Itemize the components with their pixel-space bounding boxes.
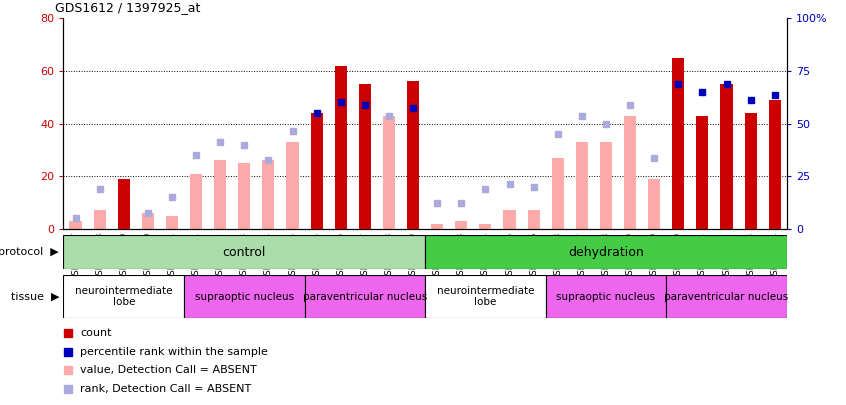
Text: neurointermediate
lobe: neurointermediate lobe — [437, 286, 534, 307]
Bar — [480, 224, 492, 229]
Bar — [721, 84, 733, 229]
Text: tissue  ▶: tissue ▶ — [11, 292, 59, 302]
Bar — [63, 275, 184, 318]
Text: paraventricular nucleus: paraventricular nucleus — [303, 292, 427, 302]
Bar — [503, 211, 515, 229]
Bar — [624, 115, 636, 229]
Bar — [118, 179, 129, 229]
Bar — [648, 179, 660, 229]
Bar — [407, 81, 419, 229]
Bar — [305, 275, 425, 318]
Bar — [546, 275, 667, 318]
Bar — [94, 211, 106, 229]
Text: value, Detection Call = ABSENT: value, Detection Call = ABSENT — [80, 365, 257, 375]
Bar — [431, 224, 443, 229]
Bar — [600, 142, 612, 229]
Bar — [552, 158, 563, 229]
Text: percentile rank within the sample: percentile rank within the sample — [80, 347, 268, 357]
Text: count: count — [80, 328, 112, 338]
Bar — [744, 113, 756, 229]
Bar — [696, 115, 708, 229]
Bar — [239, 163, 250, 229]
Text: rank, Detection Call = ABSENT: rank, Detection Call = ABSENT — [80, 384, 251, 394]
Bar — [425, 275, 546, 318]
Bar — [190, 173, 202, 229]
Bar — [425, 235, 787, 269]
Bar — [666, 275, 787, 318]
Bar — [184, 275, 305, 318]
Text: neurointermediate
lobe: neurointermediate lobe — [75, 286, 173, 307]
Text: control: control — [222, 245, 266, 259]
Bar — [528, 211, 540, 229]
Bar — [769, 100, 781, 229]
Bar — [142, 213, 154, 229]
Text: protocol  ▶: protocol ▶ — [0, 247, 59, 257]
Bar — [335, 66, 347, 229]
Text: GDS1612 / 1397925_at: GDS1612 / 1397925_at — [55, 1, 201, 14]
Bar — [310, 142, 322, 229]
Bar — [262, 160, 274, 229]
Text: paraventricular nucleus: paraventricular nucleus — [664, 292, 788, 302]
Bar — [310, 113, 322, 229]
Bar — [63, 235, 425, 269]
Bar — [359, 84, 371, 229]
Bar — [576, 142, 588, 229]
Bar — [673, 58, 684, 229]
Bar — [383, 115, 395, 229]
Text: supraoptic nucleus: supraoptic nucleus — [195, 292, 294, 302]
Text: supraoptic nucleus: supraoptic nucleus — [557, 292, 656, 302]
Bar — [455, 221, 467, 229]
Text: dehydration: dehydration — [568, 245, 644, 259]
Bar — [214, 160, 226, 229]
Bar — [696, 115, 708, 229]
Bar — [287, 142, 299, 229]
Bar — [166, 215, 178, 229]
Bar — [69, 221, 81, 229]
